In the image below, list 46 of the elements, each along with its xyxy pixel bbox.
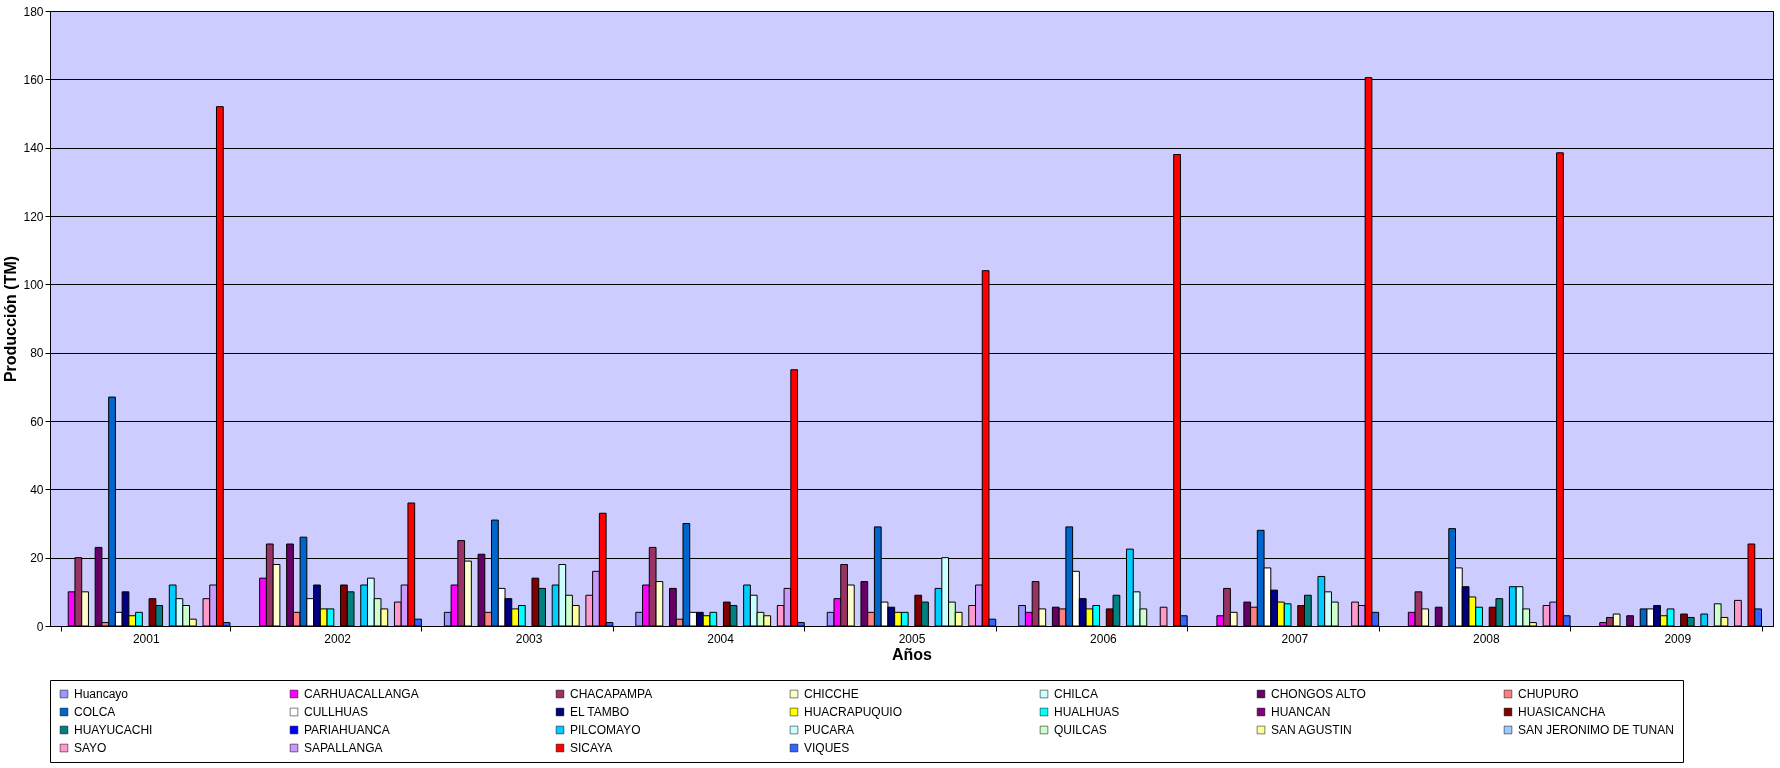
legend-label: HUACRAPUQUIO: [804, 705, 903, 719]
legend-label: HUALHUAS: [1054, 705, 1120, 719]
y-tick-label: 60: [30, 414, 44, 429]
y-tick-label: 160: [23, 72, 44, 87]
y-tick-label: 140: [23, 141, 44, 156]
y-tick-label: 20: [30, 551, 44, 566]
x-tick-label: 2008: [1472, 631, 1500, 646]
legend-label: CHONGOS ALTO: [1271, 687, 1366, 701]
legend-label: SAN AGUSTIN: [1271, 723, 1352, 737]
legend-label: COLCA: [74, 705, 116, 719]
x-tick-label: 2004: [707, 631, 735, 646]
legend-label: HUAYUCACHI: [74, 723, 153, 737]
legend-label: CHILCA: [1054, 687, 1099, 701]
y-tick-label: 180: [23, 4, 44, 19]
legend-label: PILCOMAYO: [570, 723, 641, 737]
y-tick-label: 40: [30, 482, 44, 497]
y-tick-label: 120: [23, 209, 44, 224]
legend-label: PUCARA: [804, 723, 855, 737]
x-axis-title: Años: [892, 645, 933, 663]
legend-label: HUANCAN: [1271, 705, 1331, 719]
legend-label: EL TAMBO: [570, 705, 630, 719]
legend-label: CHUPURO: [1518, 687, 1579, 701]
legend-label: VIQUES: [804, 741, 850, 755]
x-tick-label: 2007: [1281, 631, 1309, 646]
y-tick-label: 100: [23, 277, 44, 292]
legend-label: SAPALLANGA: [304, 741, 383, 755]
legend-label: CARHUACALLANGA: [304, 687, 419, 701]
x-tick-label: 2005: [898, 631, 926, 646]
x-tick-label: 2001: [132, 631, 160, 646]
x-tick-label: 2003: [515, 631, 543, 646]
legend-label: QUILCAS: [1054, 723, 1107, 737]
x-tick-label: 2009: [1664, 631, 1692, 646]
y-tick-label: 80: [30, 346, 44, 361]
legend-label: PARIAHUANCA: [304, 723, 390, 737]
legend-label: CULLHUAS: [304, 705, 369, 719]
legend-label: CHACAPAMPA: [570, 687, 653, 701]
x-tick-label: 2002: [324, 631, 352, 646]
legend-label: SAN JERONIMO DE TUNAN: [1518, 723, 1674, 737]
legend-label: CHICCHE: [804, 687, 859, 701]
legend-label: SAYO: [74, 741, 107, 755]
y-tick-label: 0: [36, 619, 44, 634]
legend-label: HUASICANCHA: [1518, 705, 1606, 719]
y-axis-title: Producción (TM): [2, 255, 20, 383]
x-tick-label: 2006: [1090, 631, 1118, 646]
legend-label: SICAYA: [570, 741, 613, 755]
legend-label: Huancayo: [74, 687, 129, 701]
